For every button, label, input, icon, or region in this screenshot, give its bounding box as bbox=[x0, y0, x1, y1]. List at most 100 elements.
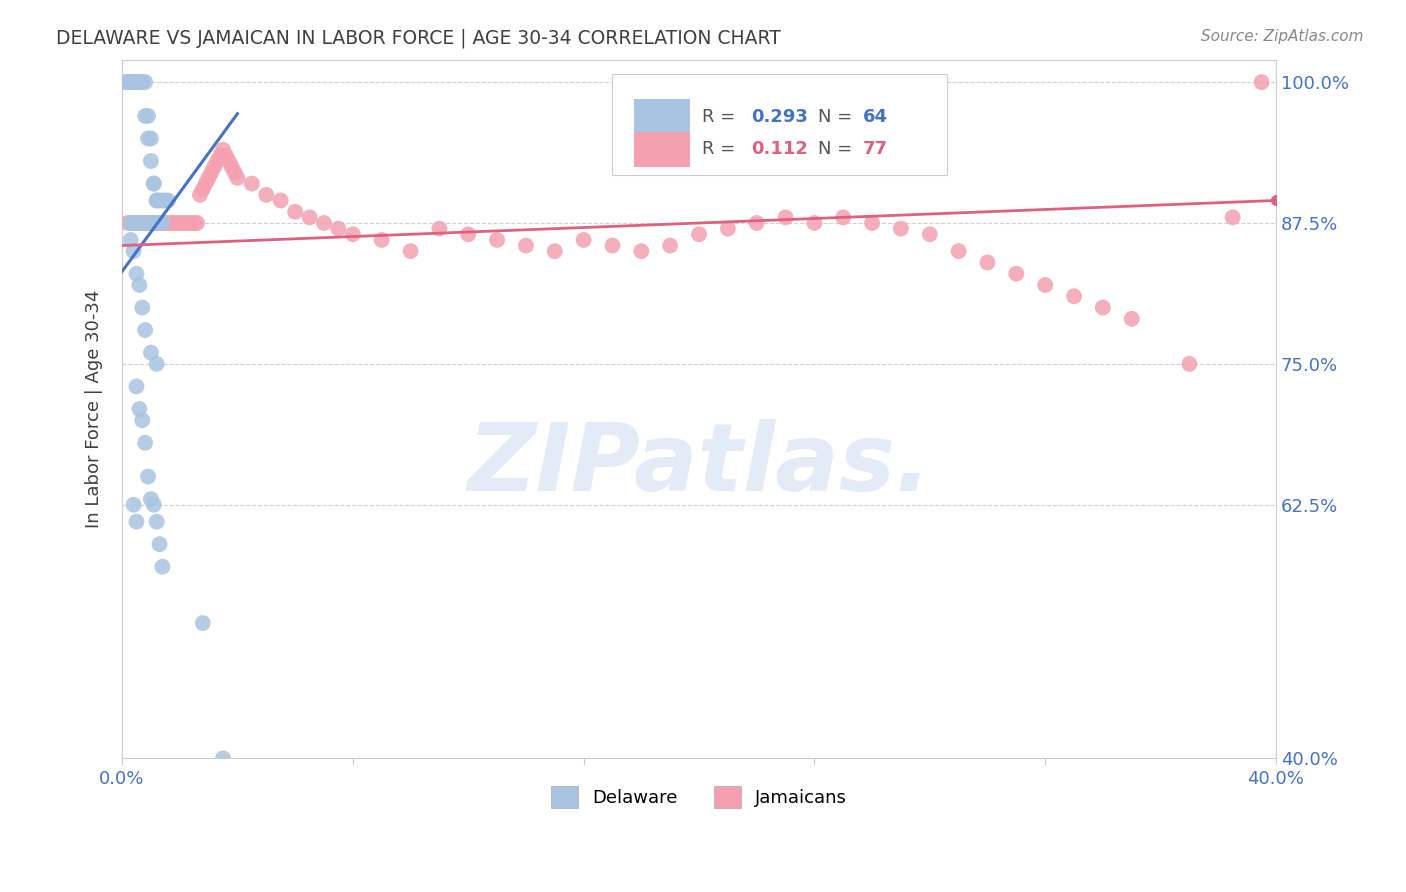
Point bbox=[1222, 211, 1244, 225]
Point bbox=[128, 75, 150, 89]
Point bbox=[775, 211, 797, 225]
Point bbox=[136, 131, 159, 145]
Point bbox=[120, 216, 142, 230]
Point bbox=[218, 154, 240, 169]
Point bbox=[152, 194, 174, 208]
Point bbox=[148, 194, 170, 208]
Text: Source: ZipAtlas.com: Source: ZipAtlas.com bbox=[1201, 29, 1364, 44]
Point bbox=[142, 498, 165, 512]
Point bbox=[226, 170, 249, 185]
Point bbox=[948, 244, 970, 259]
Point bbox=[120, 75, 142, 89]
Point bbox=[114, 75, 136, 89]
Text: 77: 77 bbox=[863, 140, 887, 158]
FancyBboxPatch shape bbox=[634, 132, 690, 167]
Point bbox=[890, 221, 912, 235]
Point bbox=[152, 559, 174, 574]
Point bbox=[125, 75, 148, 89]
Point bbox=[1178, 357, 1201, 371]
Point bbox=[860, 216, 883, 230]
Point bbox=[120, 233, 142, 247]
Point bbox=[148, 216, 170, 230]
Point bbox=[399, 244, 422, 259]
Point bbox=[139, 492, 162, 507]
Text: R =: R = bbox=[703, 140, 747, 158]
Point bbox=[145, 216, 167, 230]
Point bbox=[131, 75, 153, 89]
Point bbox=[717, 221, 740, 235]
Point bbox=[1121, 311, 1143, 326]
Point bbox=[139, 345, 162, 359]
Point bbox=[212, 143, 235, 157]
Text: R =: R = bbox=[703, 108, 741, 126]
Point bbox=[1250, 75, 1272, 89]
Point bbox=[139, 131, 162, 145]
Point bbox=[186, 216, 208, 230]
Point bbox=[224, 165, 246, 179]
Point bbox=[131, 216, 153, 230]
Point bbox=[117, 75, 139, 89]
Point bbox=[134, 435, 156, 450]
Point bbox=[122, 75, 145, 89]
Point bbox=[157, 194, 180, 208]
Point bbox=[139, 216, 162, 230]
Point bbox=[197, 170, 219, 185]
Point bbox=[803, 216, 825, 230]
Point bbox=[188, 187, 211, 202]
Point bbox=[342, 227, 364, 242]
Point bbox=[163, 216, 186, 230]
Point bbox=[139, 216, 162, 230]
Point bbox=[142, 177, 165, 191]
Point bbox=[298, 211, 321, 225]
Point bbox=[122, 498, 145, 512]
Text: N =: N = bbox=[818, 108, 858, 126]
Point bbox=[1005, 267, 1028, 281]
Point bbox=[120, 75, 142, 89]
Point bbox=[142, 216, 165, 230]
Point bbox=[131, 216, 153, 230]
Point bbox=[125, 75, 148, 89]
Point bbox=[131, 75, 153, 89]
Point bbox=[602, 238, 624, 252]
Point bbox=[157, 216, 180, 230]
Point bbox=[207, 154, 229, 169]
Point bbox=[328, 221, 350, 235]
Point bbox=[427, 221, 450, 235]
Point bbox=[148, 216, 170, 230]
Point bbox=[832, 211, 855, 225]
Point bbox=[155, 194, 177, 208]
Point bbox=[976, 255, 998, 269]
Point bbox=[515, 238, 537, 252]
Point bbox=[125, 216, 148, 230]
Point bbox=[134, 75, 156, 89]
Point bbox=[134, 216, 156, 230]
Point bbox=[212, 751, 235, 765]
Point bbox=[122, 75, 145, 89]
Text: 0.293: 0.293 bbox=[751, 108, 808, 126]
Point bbox=[125, 379, 148, 393]
Point bbox=[120, 216, 142, 230]
Point bbox=[145, 194, 167, 208]
Point bbox=[125, 515, 148, 529]
Point bbox=[200, 165, 222, 179]
Point bbox=[745, 216, 768, 230]
Point bbox=[1033, 278, 1056, 293]
Point bbox=[122, 216, 145, 230]
Point bbox=[120, 75, 142, 89]
Point bbox=[544, 244, 567, 259]
Point bbox=[122, 216, 145, 230]
Point bbox=[134, 109, 156, 123]
Point bbox=[1091, 301, 1114, 315]
Point bbox=[152, 216, 174, 230]
Point bbox=[194, 177, 217, 191]
Point bbox=[254, 187, 277, 202]
Text: 0.112: 0.112 bbox=[751, 140, 808, 158]
Point bbox=[125, 75, 148, 89]
Point bbox=[134, 323, 156, 337]
Point bbox=[202, 160, 225, 174]
Point bbox=[918, 227, 941, 242]
Point bbox=[572, 233, 595, 247]
Point bbox=[142, 216, 165, 230]
Point bbox=[136, 109, 159, 123]
Point bbox=[183, 216, 205, 230]
